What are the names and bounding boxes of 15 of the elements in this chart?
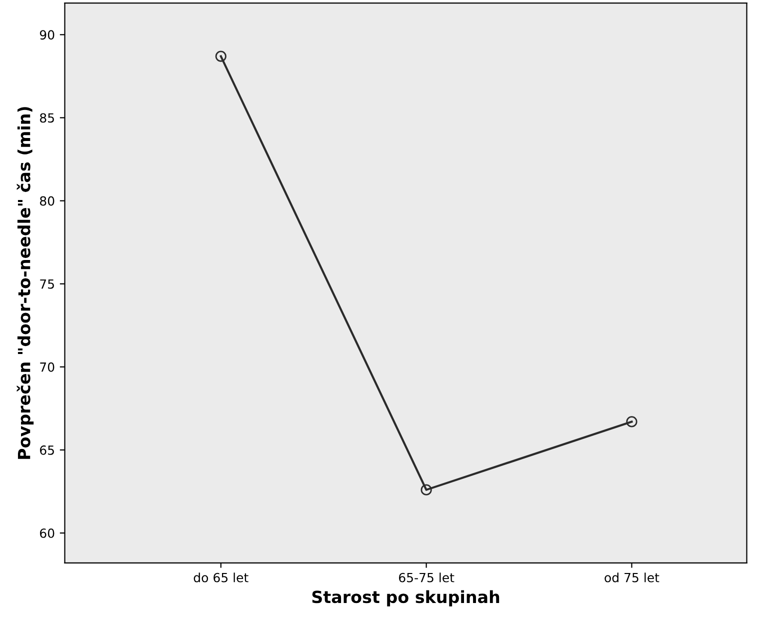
x-axis-title: Starost po skupinah bbox=[312, 590, 500, 606]
y-tick-label: 75 bbox=[40, 279, 54, 289]
x-tick-label: od 75 let bbox=[604, 572, 660, 582]
point bbox=[420, 484, 432, 496]
x-tick-label: do 65 let bbox=[194, 572, 248, 582]
y-tick-label: 90 bbox=[40, 30, 54, 40]
y-tick-label: 85 bbox=[40, 113, 54, 123]
y-axis-title: Povprečen "door-to-needle" čas (min) bbox=[16, 107, 34, 459]
y-tick-label: 80 bbox=[40, 196, 54, 206]
y-tick-label: 60 bbox=[40, 528, 54, 538]
point bbox=[215, 50, 226, 62]
y-tick-label: 65 bbox=[40, 445, 54, 455]
y-tick-label: 70 bbox=[40, 362, 54, 372]
point bbox=[626, 416, 638, 428]
x-tick-label: 65-75 let bbox=[399, 572, 454, 582]
